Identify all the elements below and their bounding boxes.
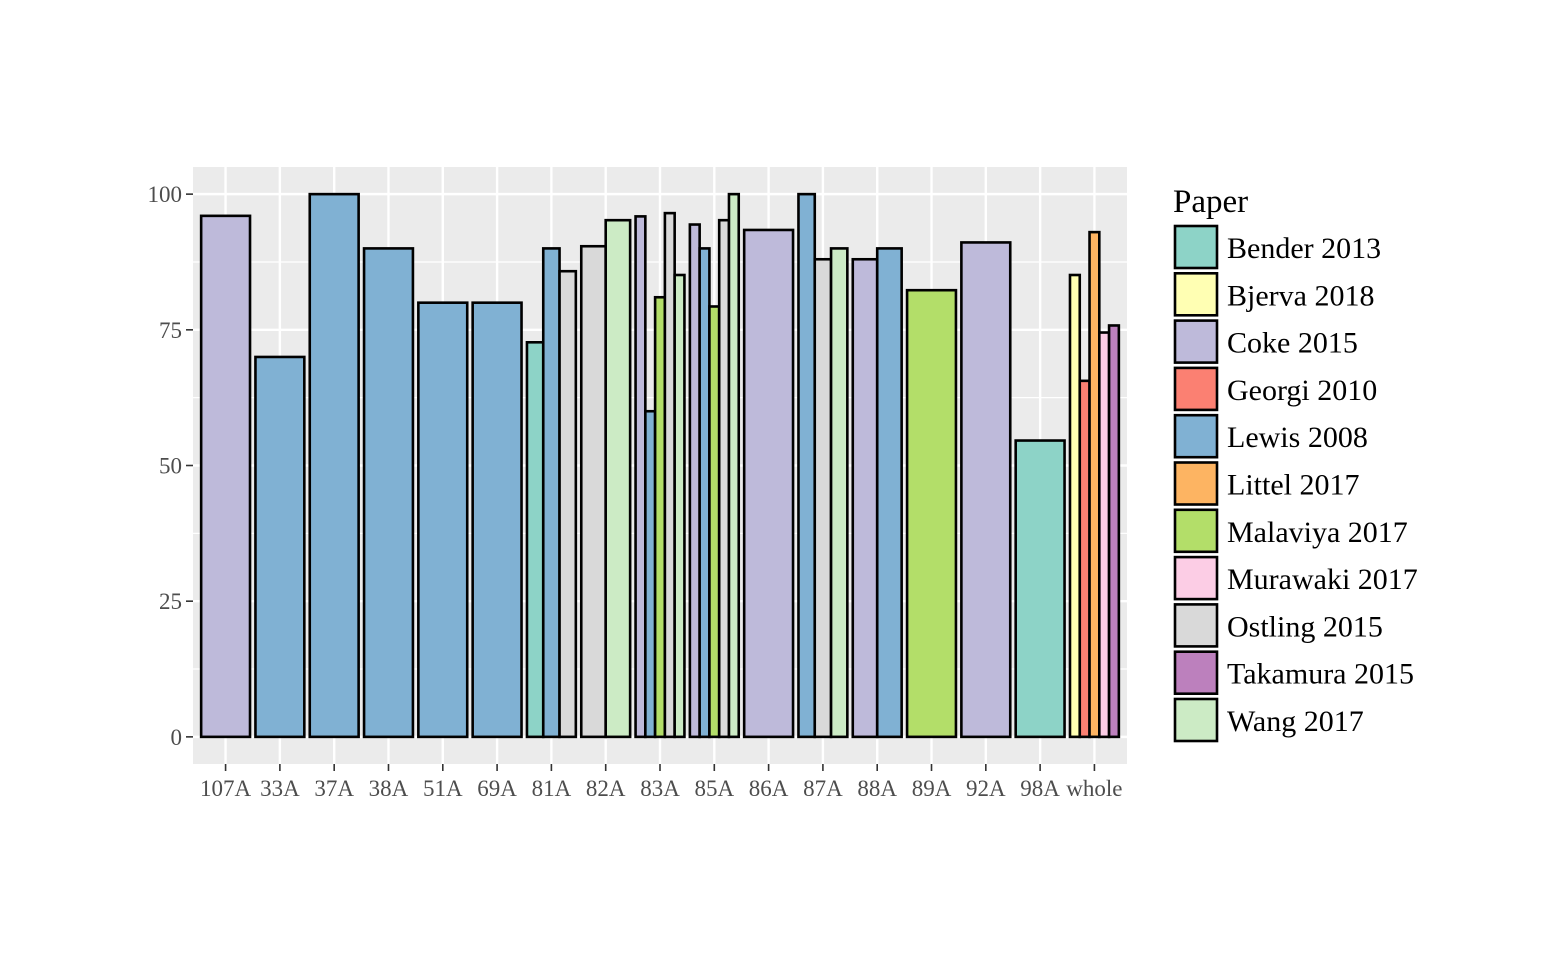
legend-label: Coke 2015 (1227, 327, 1358, 360)
bar (698, 247, 711, 739)
y-tick-label: 100 (148, 182, 183, 207)
legend: Paper Bender 2013 Bjerva 2018 Coke 2015 Geo… (1173, 184, 1418, 743)
bar (673, 273, 686, 739)
bar (1068, 273, 1082, 739)
bar (829, 247, 849, 739)
bar (199, 214, 252, 739)
bar (1098, 331, 1111, 739)
legend-label: Takamura 2015 (1227, 658, 1414, 691)
legend-key (1173, 603, 1219, 648)
legend-label: Bjerva 2018 (1227, 279, 1374, 312)
bar (362, 247, 415, 739)
legend-key (1173, 508, 1219, 554)
bar (308, 192, 360, 739)
bar (1014, 439, 1066, 739)
x-tick-label: 88A (857, 776, 897, 801)
legend-key (1173, 461, 1219, 506)
bar (960, 241, 1012, 739)
x-tick-label: 86A (749, 776, 789, 801)
x-tick-label: 92A (966, 776, 1006, 801)
y-tick-label: 75 (159, 318, 182, 343)
bar (1078, 379, 1091, 739)
legend-title: Paper (1173, 184, 1248, 220)
legend-label: Georgi 2010 (1227, 374, 1377, 407)
bar (727, 192, 741, 739)
x-tick-label: 107A (200, 776, 252, 801)
bar (254, 355, 306, 739)
legend-key (1173, 413, 1219, 459)
x-tick-label: 51A (423, 776, 463, 801)
legend-key (1173, 224, 1219, 270)
bar (604, 218, 632, 739)
x-tick-label: 89A (912, 776, 952, 801)
x-tick-label: 83A (640, 776, 680, 801)
bar (813, 257, 833, 739)
bar (875, 247, 903, 739)
x-tick-label: 87A (803, 776, 843, 801)
x-tick-label: 98A (1020, 776, 1060, 801)
legend-label: Lewis 2008 (1227, 421, 1368, 454)
bar (525, 341, 545, 739)
legend-key (1173, 650, 1219, 696)
x-tick-label: 85A (694, 776, 734, 801)
bar (558, 269, 578, 739)
x-tick-label: 37A (314, 776, 354, 801)
legend-key (1173, 366, 1219, 412)
x-tick-label: whole (1066, 776, 1122, 801)
x-tick-label: 81A (532, 776, 572, 801)
bar (653, 295, 667, 739)
legend-key (1173, 271, 1219, 317)
bar (717, 218, 731, 739)
legend-label: Bender 2013 (1227, 232, 1381, 265)
legend-label: Littel 2017 (1227, 469, 1359, 502)
legend-label: Wang 2017 (1227, 705, 1364, 738)
bar (742, 228, 795, 739)
bar (688, 223, 701, 739)
legend-key (1173, 555, 1219, 601)
bar (905, 288, 958, 739)
bar (417, 301, 469, 739)
bars (199, 192, 1121, 739)
axes: 0 25 50 75 100 107A 33A 37A 38A 51A 69A 81A 82A 83A 85… (148, 182, 1123, 801)
y-tick-label: 25 (159, 589, 182, 614)
bar (851, 257, 879, 739)
bar (644, 409, 657, 739)
bar (579, 244, 607, 739)
legend-key (1173, 319, 1219, 364)
x-tick-label: 33A (260, 776, 300, 801)
y-tick-label: 50 (159, 454, 182, 479)
legend-label: Malaviya 2017 (1227, 516, 1408, 549)
bar (1107, 324, 1121, 739)
bar (541, 247, 561, 739)
bar (1088, 230, 1101, 739)
bar (708, 305, 721, 739)
bar (634, 215, 647, 739)
legend-label: Murawaki 2017 (1227, 563, 1418, 596)
x-tick-label: 82A (586, 776, 626, 801)
legend-label: Ostling 2015 (1227, 610, 1383, 643)
bar (797, 192, 817, 739)
y-tick-label: 0 (171, 725, 183, 750)
legend-key (1173, 697, 1219, 743)
bar (663, 211, 676, 739)
x-tick-label: 38A (369, 776, 409, 801)
x-tick-label: 69A (477, 776, 517, 801)
bar (471, 301, 523, 739)
